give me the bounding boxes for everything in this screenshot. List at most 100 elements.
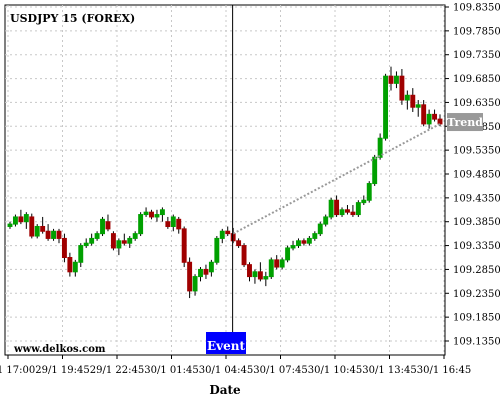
trend-line bbox=[232, 123, 441, 235]
candle-body-up bbox=[7, 223, 13, 227]
candle-body-up bbox=[372, 156, 378, 185]
candle-body-up bbox=[83, 242, 89, 247]
candle-body-up bbox=[78, 245, 84, 263]
candle bbox=[236, 238, 242, 248]
candle bbox=[301, 238, 307, 246]
candle-body-up bbox=[377, 137, 383, 158]
candle bbox=[40, 216, 46, 234]
y-tick-label: 109.3850 bbox=[453, 217, 500, 228]
candle-body-down bbox=[350, 211, 356, 216]
watermark: www.delkos.com bbox=[13, 344, 106, 355]
candle bbox=[393, 71, 399, 89]
candle bbox=[121, 233, 127, 246]
candle-body-up bbox=[415, 104, 421, 108]
candle bbox=[208, 259, 214, 277]
candle-body-down bbox=[121, 240, 127, 244]
candle bbox=[7, 221, 13, 229]
candle-body-up bbox=[100, 218, 105, 235]
candle-body-up bbox=[263, 276, 269, 280]
candle bbox=[350, 205, 356, 217]
candle bbox=[263, 271, 269, 287]
candle bbox=[56, 228, 62, 244]
event-marker: Event bbox=[206, 332, 246, 354]
candle-body-up bbox=[208, 261, 214, 273]
candle bbox=[312, 231, 318, 241]
candle-body-down bbox=[236, 240, 242, 247]
candle-body-up bbox=[285, 247, 291, 261]
candle-body-up bbox=[34, 225, 40, 237]
candle bbox=[274, 255, 280, 270]
candle-body-down bbox=[399, 75, 405, 101]
candle bbox=[127, 236, 133, 248]
candle-body-up bbox=[72, 261, 78, 273]
x-tick-label: 29/1 22:45 bbox=[90, 365, 144, 376]
candle-body-down bbox=[388, 75, 394, 84]
candle bbox=[154, 209, 160, 222]
candle bbox=[12, 214, 18, 227]
x-tick-label: 30/1 01:45 bbox=[144, 365, 198, 376]
event-box bbox=[206, 332, 246, 354]
candle-body-up bbox=[268, 259, 274, 278]
trend-marker: Trend bbox=[447, 113, 483, 132]
candle-body-up bbox=[12, 216, 18, 225]
candle-body-up bbox=[198, 268, 203, 278]
candle bbox=[72, 259, 78, 277]
candle-body-down bbox=[334, 199, 340, 216]
candle bbox=[203, 264, 209, 279]
candle-body-up bbox=[317, 223, 323, 235]
candle bbox=[105, 214, 111, 232]
candle bbox=[149, 209, 154, 220]
candle bbox=[94, 231, 100, 241]
x-tick-label: 30/1 10:45 bbox=[308, 365, 362, 376]
candle-body-up bbox=[361, 199, 367, 204]
y-tick-label: 109.5350 bbox=[453, 146, 500, 157]
candle-body-down bbox=[149, 211, 154, 218]
candle bbox=[415, 100, 421, 117]
candle bbox=[214, 236, 220, 265]
candle bbox=[78, 243, 84, 268]
candle bbox=[181, 226, 187, 268]
candle bbox=[345, 205, 350, 215]
candle-body-down bbox=[40, 225, 46, 232]
candle bbox=[18, 209, 24, 225]
candle-body-down bbox=[110, 233, 116, 249]
candle-body-up bbox=[355, 202, 361, 216]
candle bbox=[377, 133, 383, 160]
x-tick-label: 30/1 16:45 bbox=[417, 365, 471, 376]
y-tick-label: 109.4350 bbox=[453, 193, 500, 204]
candle bbox=[170, 214, 176, 232]
candle-body-down bbox=[56, 230, 62, 239]
candle-body-up bbox=[306, 237, 312, 244]
chart-title: USDJPY 15 (FOREX) bbox=[10, 12, 135, 25]
x-tick-label: 29/1 19:45 bbox=[35, 365, 89, 376]
candle bbox=[138, 212, 144, 237]
candle-body-up bbox=[426, 113, 432, 125]
candle bbox=[225, 226, 231, 237]
candle-body-down bbox=[61, 237, 67, 259]
candle bbox=[219, 228, 225, 244]
candle bbox=[187, 257, 193, 299]
candle bbox=[29, 213, 35, 239]
candle bbox=[45, 224, 51, 241]
candle bbox=[399, 69, 405, 105]
candle-body-down bbox=[45, 230, 51, 239]
candle bbox=[159, 207, 165, 222]
candle bbox=[116, 238, 122, 256]
y-tick-label: 109.3350 bbox=[453, 241, 500, 252]
y-tick-label: 109.2850 bbox=[453, 265, 500, 276]
candle-body-down bbox=[176, 218, 182, 230]
candle bbox=[279, 257, 285, 270]
candle-body-up bbox=[23, 214, 29, 223]
candle bbox=[290, 240, 296, 251]
candle bbox=[285, 245, 291, 263]
candle-body-up bbox=[323, 216, 329, 225]
y-tick-label: 109.1350 bbox=[453, 337, 500, 348]
candle bbox=[241, 243, 247, 268]
y-tick-label: 109.6350 bbox=[453, 98, 500, 109]
candle bbox=[355, 200, 361, 217]
candle bbox=[176, 216, 182, 234]
y-tick-label: 109.8350 bbox=[453, 3, 500, 14]
candle bbox=[339, 207, 345, 217]
candle bbox=[317, 221, 323, 237]
